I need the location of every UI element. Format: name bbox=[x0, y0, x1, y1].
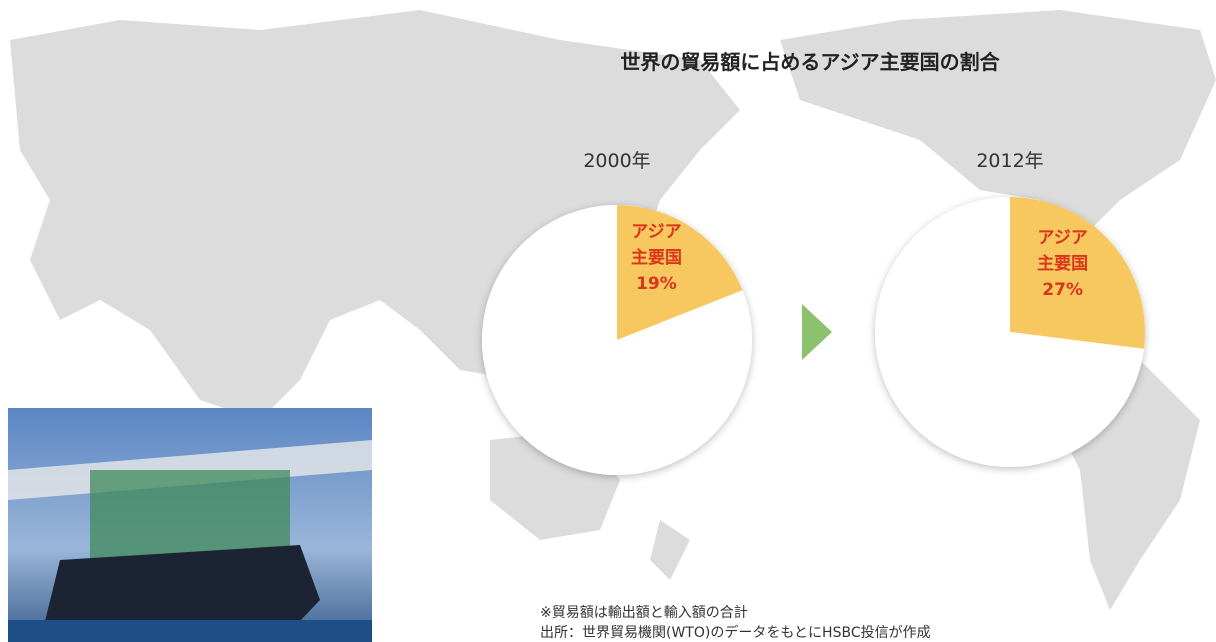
value-label: 27% bbox=[1042, 279, 1083, 300]
chart-title: 世界の貿易額に占めるアジア主要国の割合 bbox=[620, 50, 1000, 74]
pie-slice bbox=[1010, 197, 1145, 349]
slice-label: アジア主要国 bbox=[630, 221, 682, 268]
note: ※貿易額は輸出額と輸入額の合計 bbox=[540, 605, 748, 621]
pie-title: 2012年 bbox=[976, 150, 1044, 172]
pie-title: 2000年 bbox=[583, 150, 651, 172]
value-label: 19% bbox=[636, 273, 677, 294]
pie-slice bbox=[481, 205, 752, 475]
slice-label: アジア主要国 bbox=[1037, 227, 1089, 274]
arrow bbox=[802, 304, 832, 360]
pie-slice bbox=[617, 205, 743, 340]
note: 出所：世界貿易機関(WTO)のデータをもとにHSBC投信が作成 bbox=[540, 625, 931, 641]
port-photo bbox=[8, 408, 372, 642]
pie-slice bbox=[874, 197, 1144, 468]
